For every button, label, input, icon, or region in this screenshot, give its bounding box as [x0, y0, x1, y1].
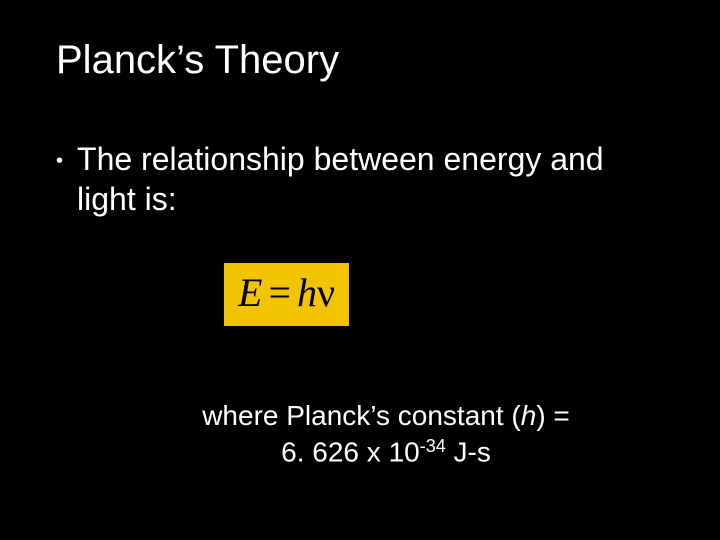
formula-E: E — [238, 270, 262, 315]
bullet-item: • The relationship between energy and li… — [56, 139, 664, 219]
formula-box: E=hν — [224, 263, 349, 326]
formula-h: h — [297, 270, 317, 315]
constant-value-exp: -34 — [420, 436, 446, 456]
constant-value-unit: J-s — [446, 437, 491, 468]
constant-line-1: where Planck’s constant (h) = — [156, 398, 616, 434]
bullet-dot-icon: • — [56, 143, 63, 179]
constant-value-main: 6. 626 x 10 — [281, 437, 420, 468]
slide: Planck’s Theory • The relationship betwe… — [0, 0, 720, 540]
constant-block: where Planck’s constant (h) = 6. 626 x 1… — [156, 398, 616, 471]
slide-title: Planck’s Theory — [56, 38, 664, 83]
constant-suffix: ) = — [536, 400, 569, 431]
bullet-text: The relationship between energy and ligh… — [77, 139, 664, 219]
constant-prefix: where Planck’s constant ( — [202, 400, 521, 431]
formula-nu: ν — [317, 270, 335, 315]
constant-hvar: h — [521, 400, 537, 431]
formula-equals: = — [262, 270, 297, 315]
constant-line-2: 6. 626 x 10-34 J-s — [156, 434, 616, 471]
